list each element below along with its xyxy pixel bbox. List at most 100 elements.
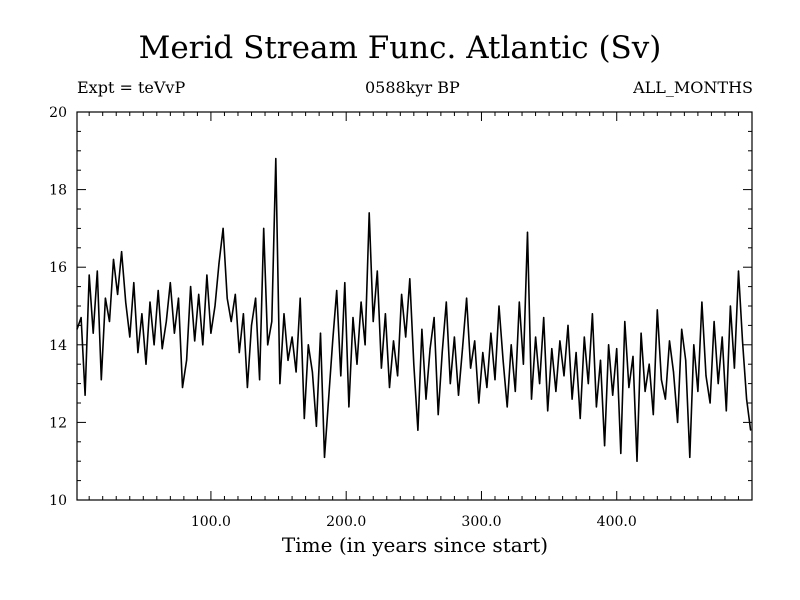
data-point	[112, 258, 115, 261]
y-tick-label: 20	[49, 105, 67, 121]
chart-title: Merid Stream Func. Atlantic (Sv)	[138, 30, 662, 66]
data-point	[522, 363, 524, 365]
data-point	[445, 301, 447, 303]
data-point	[636, 460, 638, 462]
data-point	[242, 313, 244, 315]
series-line	[76, 157, 752, 462]
data-point	[741, 340, 744, 342]
data-point	[80, 317, 82, 319]
data-point	[194, 340, 196, 342]
data-point	[624, 320, 626, 323]
data-point	[181, 386, 184, 389]
data-point	[486, 386, 488, 389]
data-point	[356, 363, 358, 365]
data-point	[737, 270, 740, 272]
data-point	[323, 456, 326, 458]
data-point	[539, 383, 541, 385]
data-point	[603, 445, 606, 447]
data-point	[96, 270, 98, 272]
data-point	[470, 367, 472, 369]
data-point	[433, 317, 435, 319]
data-point	[206, 274, 208, 276]
data-point	[332, 340, 334, 342]
data-point	[129, 336, 131, 338]
data-point	[384, 313, 387, 315]
data-point	[271, 320, 273, 323]
data-point	[652, 414, 654, 416]
data-point	[425, 398, 427, 400]
data-point	[153, 344, 155, 346]
data-point	[226, 297, 228, 299]
data-point	[328, 398, 330, 400]
data-point	[210, 332, 212, 334]
data-point	[526, 231, 529, 233]
data-point	[319, 332, 322, 334]
data-point	[279, 383, 281, 385]
data-point	[190, 286, 192, 288]
data-point	[372, 320, 374, 323]
data-point	[514, 390, 516, 392]
data-point	[392, 340, 395, 342]
data-point	[401, 293, 403, 295]
x-tick-label: 200.0	[326, 514, 366, 530]
data-point	[733, 367, 736, 369]
data-point	[506, 406, 508, 408]
data-point	[685, 359, 687, 361]
data-point	[705, 375, 707, 377]
data-point	[76, 328, 78, 330]
data-point	[92, 332, 94, 334]
data-point	[453, 336, 456, 338]
x-tick-label: 100.0	[191, 514, 231, 530]
data-point	[672, 371, 675, 373]
data-point	[429, 348, 431, 350]
data-point	[254, 297, 257, 299]
data-point	[238, 351, 240, 354]
data-point	[664, 398, 667, 400]
data-point	[632, 355, 634, 358]
experiment-label: Expt = teVvP	[77, 78, 186, 97]
data-point	[644, 390, 646, 392]
data-point	[149, 301, 151, 303]
data-point	[336, 289, 338, 292]
data-point	[303, 417, 305, 420]
data-point	[348, 406, 350, 408]
data-point	[648, 363, 650, 365]
data-point	[413, 363, 415, 365]
data-point	[295, 371, 297, 373]
data-point	[311, 371, 313, 373]
data-point	[668, 340, 671, 342]
data-point	[380, 367, 382, 369]
data-point	[185, 359, 188, 361]
data-point	[474, 340, 476, 342]
data-point	[133, 282, 135, 284]
data-point	[693, 344, 695, 346]
data-point	[697, 390, 699, 392]
x-axis-title: Time (in years since start)	[281, 533, 549, 557]
data-point	[368, 212, 370, 214]
y-tick-label: 18	[49, 183, 67, 199]
data-point	[145, 363, 147, 365]
data-point	[299, 297, 301, 299]
data-point	[530, 398, 533, 400]
data-point	[717, 383, 719, 385]
data-point	[465, 297, 468, 299]
data-point	[498, 305, 500, 307]
data-point	[482, 351, 484, 354]
data-point	[660, 379, 662, 381]
data-point	[591, 313, 593, 315]
data-point	[417, 429, 419, 431]
data-point	[729, 305, 731, 307]
data-point	[125, 301, 127, 303]
data-point	[502, 359, 504, 361]
data-point	[518, 301, 520, 303]
data-point	[340, 375, 342, 377]
data-point	[543, 317, 545, 319]
data-point	[461, 348, 464, 350]
data-point	[246, 386, 249, 389]
data-point	[409, 278, 411, 280]
data-point	[457, 394, 460, 396]
data-point	[376, 270, 378, 272]
data-point	[250, 324, 253, 326]
data-point	[388, 386, 391, 389]
